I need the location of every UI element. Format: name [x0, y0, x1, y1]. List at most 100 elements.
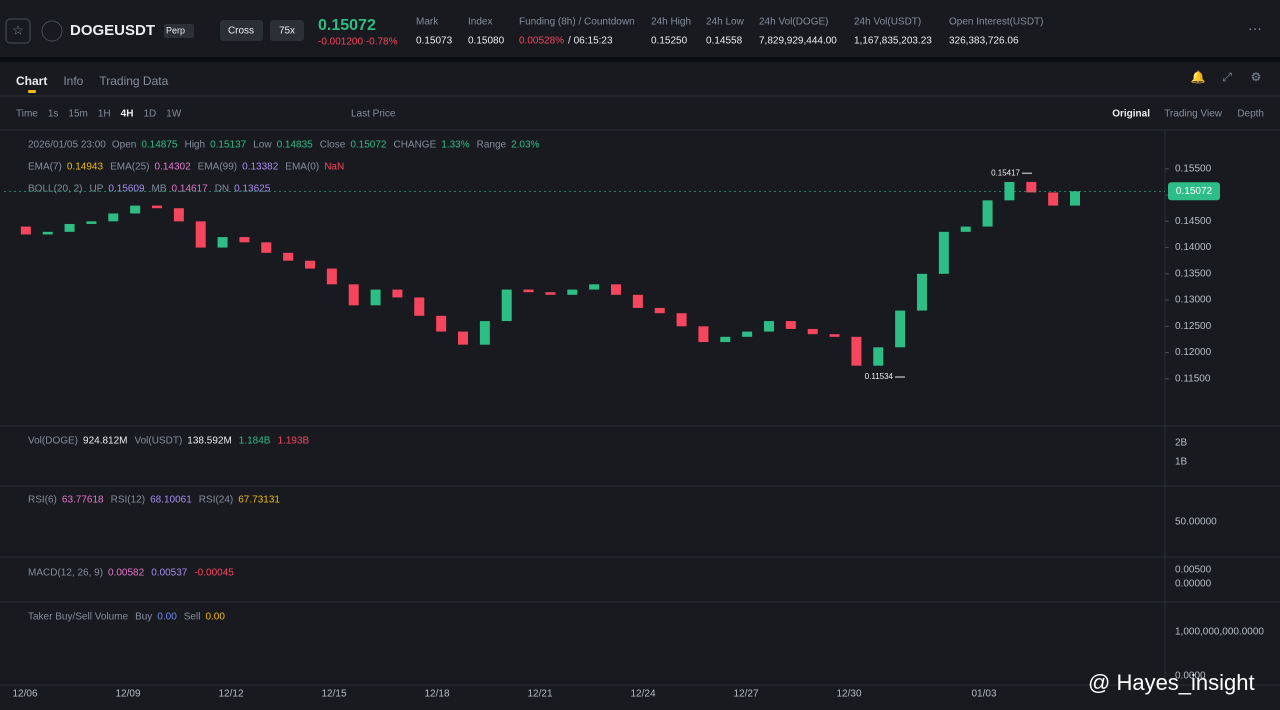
interval[interactable]: 1W: [166, 109, 182, 120]
pane-tick-label: 50.00000: [1175, 517, 1217, 528]
candle: [960, 226, 971, 232]
more-menu[interactable]: ⋯: [1248, 21, 1262, 37]
candle: [501, 289, 512, 322]
candle: [152, 205, 162, 209]
candle: [545, 292, 556, 295]
tab[interactable]: Chart: [16, 74, 47, 88]
legend-value: NaN: [324, 162, 344, 173]
pane-value: 1.184B: [239, 436, 271, 447]
stat-value: 0.15073: [416, 36, 453, 47]
legend-label: Close: [320, 140, 346, 151]
view-option[interactable]: Trading View: [1164, 109, 1223, 120]
y-tick-label: 0.14500: [1175, 216, 1212, 227]
view-option[interactable]: Original: [1112, 109, 1150, 120]
stat-value: 0.15080: [468, 36, 505, 47]
legend-label: Open: [112, 140, 136, 151]
candle: [195, 221, 206, 248]
candle: [829, 334, 840, 337]
stat-label: 24h High: [651, 17, 691, 28]
x-tick-label: 12/24: [630, 689, 655, 700]
margin-button[interactable]: [220, 20, 263, 41]
pane-tick-label: 2B: [1175, 438, 1188, 449]
candle: [523, 289, 534, 293]
price-type[interactable]: Last Price: [351, 109, 396, 120]
interval[interactable]: 1s: [48, 109, 59, 120]
star-icon: ☆: [12, 22, 24, 37]
watermark: @ Hayes_insight: [1088, 670, 1255, 695]
y-tick-label: 0.12500: [1175, 321, 1212, 332]
legend-date: 2026/01/05 23:00: [28, 140, 106, 151]
tab-indicator: [28, 90, 36, 93]
last-price: 0.15072: [318, 17, 376, 34]
symbol: DOGEUSDT: [70, 22, 155, 39]
candle: [589, 284, 600, 290]
annotation: 0.15417: [991, 168, 1020, 177]
margin-mode[interactable]: Cross: [228, 26, 254, 37]
coin-icon: [41, 20, 63, 42]
pane-tick-label: 1B: [1175, 457, 1188, 468]
interval[interactable]: 1H: [98, 109, 111, 120]
candle: [217, 237, 228, 248]
y-tick-label: 0.14000: [1175, 242, 1212, 253]
legend-value: 0.15137: [210, 140, 247, 151]
stat-value: 1,167,835,203.23: [854, 36, 932, 47]
settings-icon[interactable]: ⚙: [1251, 70, 1262, 84]
pane-value: 0.00582: [108, 568, 145, 579]
candle: [785, 321, 796, 329]
x-tick-label: 12/15: [321, 689, 346, 700]
candle: [676, 313, 687, 327]
pane-label: Vol(DOGE): [28, 436, 78, 447]
candle: [64, 223, 75, 232]
price-change: -0.001200 -0.78%: [318, 37, 398, 48]
candle: [698, 326, 709, 343]
pane-value: 67.73131: [238, 495, 280, 506]
stat-label: Index: [468, 17, 492, 28]
candle: [370, 289, 381, 306]
legend-label: High: [184, 140, 205, 151]
y-tick-label: 0.15500: [1175, 163, 1212, 174]
legend-label: Range: [477, 140, 507, 151]
leverage[interactable]: 75x: [279, 26, 295, 37]
interval[interactable]: 1D: [143, 109, 156, 120]
view-option[interactable]: Depth: [1237, 109, 1264, 120]
legend-value: 0.14617: [172, 184, 209, 195]
candle: [632, 294, 643, 308]
legend-label: EMA(99): [198, 162, 237, 173]
tab[interactable]: Info: [63, 74, 83, 88]
alert-icon[interactable]: 🔔: [1191, 70, 1206, 84]
candle: [458, 331, 468, 345]
interval[interactable]: 4H: [121, 109, 134, 120]
contract: Perp: [166, 25, 185, 35]
legend-label: EMA(0): [285, 162, 319, 173]
candle: [917, 273, 927, 311]
interval[interactable]: 15m: [68, 109, 87, 120]
legend-label: EMA(25): [110, 162, 149, 173]
top-bar: [0, 0, 1280, 57]
candle: [1026, 181, 1037, 193]
favorite-button[interactable]: [5, 18, 31, 44]
candle: [654, 307, 665, 314]
legend-label: Low: [253, 140, 272, 151]
leverage-button[interactable]: [270, 20, 304, 41]
legend-value: 0.14943: [67, 162, 104, 173]
candle: [20, 226, 31, 235]
expand-icon[interactable]: ⤢: [1221, 70, 1232, 84]
y-tick-label: 0.11500: [1175, 373, 1211, 384]
candle: [982, 200, 993, 227]
legend-value: 0.14875: [141, 140, 178, 151]
tab[interactable]: Trading Data: [99, 74, 168, 88]
legend-value: 2.03%: [511, 140, 539, 151]
stat-label: 24h Vol(USDT): [854, 17, 921, 28]
pane-label: RSI(12): [111, 495, 145, 506]
candle: [108, 213, 119, 222]
candle: [414, 297, 425, 316]
candle: [873, 347, 884, 366]
pane-value: 0.00: [205, 612, 225, 623]
x-tick-label: 12/27: [733, 689, 758, 700]
x-tick-label: 01/03: [971, 689, 996, 700]
legend-value: 0.14302: [155, 162, 192, 173]
pane-label: RSI(24): [199, 495, 233, 506]
candle: [283, 252, 294, 261]
stat-label: Open Interest(USDT): [949, 17, 1043, 28]
legend-value: 0.13625: [234, 184, 271, 195]
